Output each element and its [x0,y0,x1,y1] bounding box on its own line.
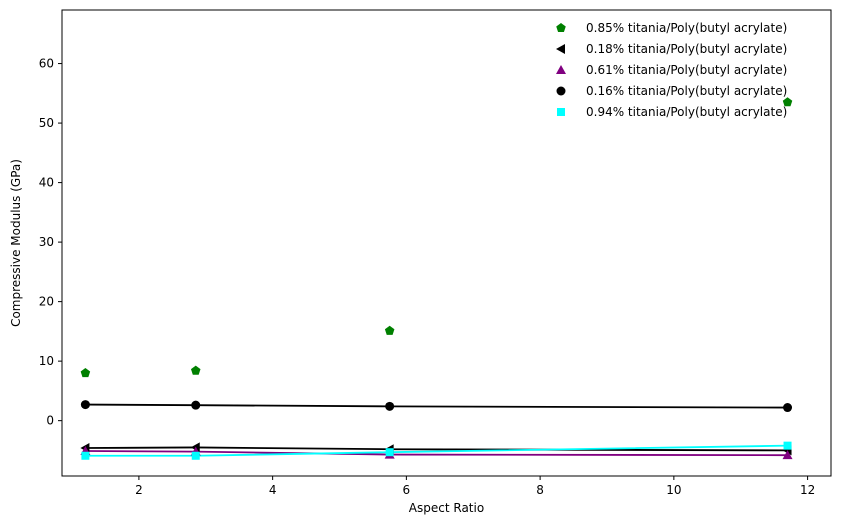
data-point-series-4 [81,451,90,460]
data-point-series-0 [190,365,201,375]
y-tick-label: 20 [39,295,54,309]
series-line-4 [85,444,788,457]
data-point-series-4 [385,448,394,457]
x-tick-label: 12 [800,483,815,497]
legend-label: 0.18% titania/Poly(butyl acrylate) [586,42,787,56]
data-point-series-2 [782,450,793,460]
series-line-3 [85,403,788,409]
legend-label: 0.85% titania/Poly(butyl acrylate) [586,21,787,35]
data-point-series-0 [80,368,91,378]
x-tick-label: 10 [666,483,681,497]
y-tick-label: 40 [39,176,54,190]
y-axis: 0 10 20 30 40 50 60 [39,57,62,428]
plot-frame [61,9,832,477]
x-axis-label: Aspect Ratio [409,501,484,515]
y-tick-label: 50 [39,116,54,130]
legend-label: 0.16% titania/Poly(butyl acrylate) [586,84,787,98]
data-point-series-0 [384,325,395,335]
x-axis: 2 4 6 8 10 12 [135,476,815,497]
data-point-series-3 [191,400,201,410]
data-point-series-0 [782,97,793,107]
legend-label: 0.94% titania/Poly(butyl acrylate) [586,105,787,119]
y-axis-label: Compressive Modulus (GPa) [9,159,23,327]
legend-label: 0.61% titania/Poly(butyl acrylate) [586,63,787,77]
data-point-series-4 [783,441,792,450]
y-tick-label: 0 [46,414,54,428]
y-tick-label: 30 [39,235,54,249]
series-markers [80,97,793,460]
x-tick-label: 2 [135,483,143,497]
legend-marker [556,86,566,96]
y-tick-label: 60 [39,57,54,71]
legend-marker [556,23,566,33]
data-point-series-4 [191,451,200,460]
series-lines [85,403,788,457]
x-tick-label: 4 [269,483,277,497]
x-tick-label: 6 [403,483,411,497]
y-tick-label: 10 [39,354,54,368]
legend-marker [556,65,566,74]
legend: 0.85% titania/Poly(butyl acrylate) 0.18% … [556,21,787,119]
legend-marker [556,44,565,54]
legend-marker [557,108,565,116]
data-point-series-3 [783,403,793,413]
data-point-series-3 [80,400,90,410]
data-point-series-3 [385,401,395,411]
x-tick-label: 8 [536,483,544,497]
